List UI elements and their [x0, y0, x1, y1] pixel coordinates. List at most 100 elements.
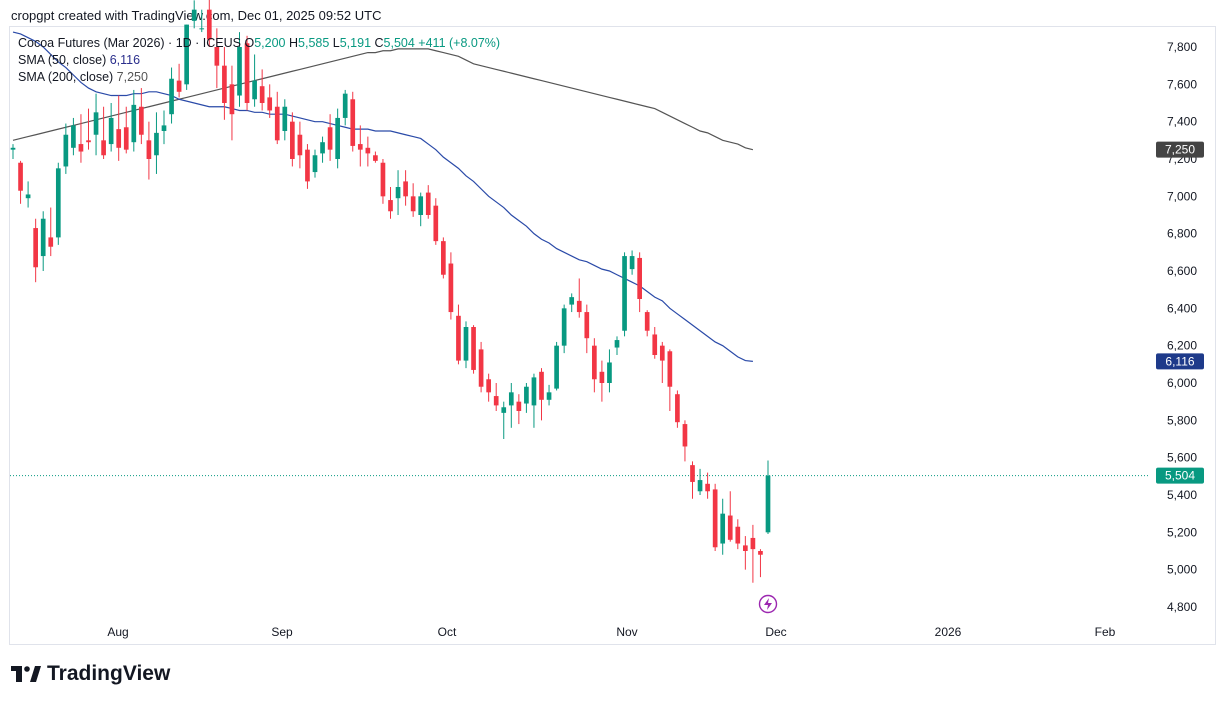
candle-body	[184, 24, 189, 85]
legend-sma200-row: SMA (200, close) 7,250	[18, 69, 500, 86]
y-tick-label: 7,000	[1167, 189, 1197, 203]
candle-body	[463, 327, 469, 361]
x-tick-label: Sep	[271, 625, 293, 639]
candle-body	[471, 327, 476, 370]
x-tick-label: Dec	[765, 625, 786, 639]
candle-body	[758, 551, 763, 555]
candle-body	[305, 149, 310, 182]
y-tick-label: 7,800	[1167, 40, 1197, 54]
legend-high-value: 5,585	[298, 36, 330, 50]
candle-body	[531, 377, 537, 406]
candle-body	[425, 192, 431, 215]
candle-body	[501, 407, 507, 413]
candle-body	[682, 424, 688, 447]
candle-body	[274, 106, 280, 141]
x-tick-label: Feb	[1095, 625, 1116, 639]
candle-body	[350, 99, 356, 146]
candle-body	[478, 349, 484, 387]
candle-body	[433, 205, 439, 242]
candle-body	[327, 127, 333, 150]
candle-body	[259, 86, 265, 103]
candle-body	[10, 147, 16, 150]
candle-body	[169, 78, 174, 115]
candle-body	[524, 386, 529, 404]
y-tick-label: 5,600	[1167, 451, 1197, 465]
chart-legend: Cocoa Futures (Mar 2026) · 1D · ICEUS O5…	[18, 35, 500, 86]
sma200-line	[12, 48, 754, 151]
candle-body	[206, 9, 212, 40]
candle-body	[365, 147, 371, 154]
legend-open-label: O	[244, 36, 255, 50]
candle-body	[297, 134, 303, 156]
candle-body	[720, 513, 726, 544]
candle-body	[652, 334, 658, 355]
legend-ohlc-row: Cocoa Futures (Mar 2026) · 1D · ICEUS O5…	[18, 35, 500, 52]
candle-body	[48, 237, 54, 247]
y-tick-label: 7,400	[1167, 115, 1197, 129]
candle-body	[380, 162, 386, 197]
y-tick-label: 6,400	[1167, 301, 1197, 315]
candle-body	[486, 379, 491, 393]
sma50-line	[12, 31, 753, 362]
legend-low-label: L	[332, 36, 340, 50]
legend-low-value: 5,191	[339, 36, 372, 50]
x-tick-label: Oct	[438, 625, 457, 639]
candle-body	[667, 351, 673, 387]
candle-body	[675, 394, 680, 423]
candle-body	[199, 28, 205, 30]
chart-frame	[9, 26, 1216, 645]
sma50-price-tag-bg	[1156, 353, 1204, 370]
candle-body	[554, 345, 559, 389]
candle-body	[191, 9, 197, 21]
tradingview-logo-text: TradingView	[47, 662, 171, 685]
candle-body	[403, 181, 408, 197]
candle-body	[33, 228, 38, 268]
candle-body	[154, 132, 159, 156]
candle-body	[561, 308, 567, 346]
candle-body	[629, 256, 635, 270]
candle-body	[712, 489, 718, 548]
candle-body	[622, 256, 627, 331]
x-tick-label: Nov	[616, 625, 637, 639]
y-tick-label: 5,200	[1167, 525, 1197, 539]
candle-body	[410, 196, 416, 212]
candle-body	[214, 47, 220, 66]
candle-body	[705, 483, 710, 492]
y-tick-label: 6,600	[1167, 264, 1197, 278]
candle-body	[614, 340, 620, 348]
sma200-price-tag-bg	[1156, 141, 1204, 158]
sma50-price-tag: 6,116	[1165, 354, 1194, 368]
candle-body	[750, 537, 756, 550]
y-tick-label: 5,000	[1167, 563, 1197, 577]
candle-body	[765, 475, 771, 533]
y-tick-label: 5,400	[1167, 488, 1197, 502]
candle-body	[86, 140, 91, 143]
candle-body	[516, 401, 522, 411]
last-price-tag-bg	[1156, 467, 1204, 484]
candle-body	[727, 515, 733, 540]
candle-body	[71, 125, 76, 148]
candle-body	[357, 144, 363, 150]
candle-body	[637, 257, 642, 299]
legend-close-label: C	[374, 36, 384, 50]
candle-body	[55, 168, 61, 238]
candle-body	[290, 121, 295, 159]
y-tick-label: 6,200	[1167, 339, 1197, 353]
candle-body	[131, 104, 137, 143]
candle-body	[644, 312, 650, 331]
candle-body	[448, 263, 454, 313]
candle-body	[282, 106, 288, 131]
candle-body	[373, 155, 378, 161]
candle-body	[607, 362, 612, 383]
candle-body	[25, 194, 31, 199]
candle-body	[493, 396, 499, 406]
candle-body	[244, 43, 250, 103]
y-tick-label: 6,000	[1167, 376, 1197, 390]
candle-body	[229, 84, 235, 115]
candle-body	[584, 312, 590, 339]
candle-body	[267, 97, 273, 111]
tradingview-logo[interactable]: TradingView	[11, 662, 170, 686]
lightning-icon	[764, 598, 772, 610]
candle-body	[252, 80, 257, 100]
